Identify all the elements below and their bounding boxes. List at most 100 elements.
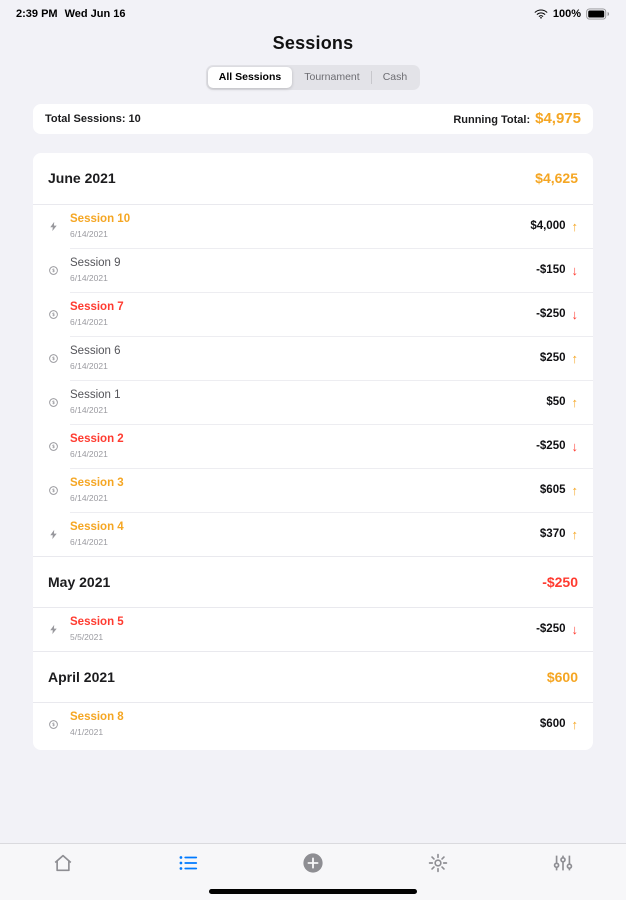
add-session-tab[interactable] — [250, 852, 375, 874]
session-name: Session 10 — [70, 213, 131, 226]
session-date: 6/14/2021 — [70, 404, 108, 415]
battery-percent: 100% — [552, 8, 581, 20]
sessions-tab[interactable] — [125, 852, 250, 874]
session-amount: -$250 — [536, 623, 566, 635]
session-row[interactable]: Session 8 4/1/2021 $600 ↑ — [33, 703, 593, 746]
session-amount: $4,000 — [530, 220, 566, 232]
segment-all-sessions[interactable]: All Sessions — [207, 67, 293, 88]
settings-tab[interactable] — [376, 852, 501, 874]
session-date: 6/14/2021 — [70, 448, 108, 459]
segmented-control: All Sessions Tournament Cash — [205, 65, 421, 90]
session-amount: $370 — [539, 528, 566, 540]
session-name: Session 8 — [70, 711, 124, 724]
down-arrow-icon: ↓ — [571, 306, 579, 322]
home-tab[interactable] — [0, 852, 125, 874]
coin-icon — [48, 352, 61, 365]
up-arrow-icon: ↑ — [571, 350, 579, 366]
month-total: -$250 — [542, 573, 578, 590]
up-arrow-icon: ↑ — [571, 482, 579, 498]
row-divider — [70, 335, 593, 337]
total-sessions-label: Total Sessions: 10 — [45, 112, 141, 125]
home-icon — [52, 852, 74, 874]
session-row[interactable]: Session 5 5/5/2021 -$250 ↓ — [33, 608, 593, 651]
session-date: 6/14/2021 — [70, 316, 108, 327]
page-title: Sessions — [272, 33, 354, 53]
segment-separator — [370, 71, 372, 84]
session-name: Session 1 — [70, 389, 121, 402]
session-row[interactable]: Session 6 6/14/2021 $250 ↑ — [33, 337, 593, 380]
session-amount: -$250 — [536, 440, 566, 452]
session-row[interactable]: Session 7 6/14/2021 -$250 ↓ — [33, 293, 593, 336]
row-divider — [70, 247, 593, 249]
sessions-card: June 2021 $4,625 Session 10 6/14/2021 $4,000… — [33, 152, 593, 750]
month-total: $4,625 — [535, 170, 578, 186]
sliders-icon — [552, 852, 574, 874]
running-total-value: $4,975 — [535, 110, 581, 127]
session-date: 6/14/2021 — [70, 492, 108, 503]
row-divider — [70, 379, 593, 381]
home-indicator[interactable] — [209, 889, 417, 894]
row-divider — [70, 423, 593, 425]
session-date: 6/14/2021 — [70, 272, 108, 283]
session-row[interactable]: Session 9 6/14/2021 -$150 ↓ — [33, 249, 593, 292]
status-bar: 2:39 PM Wed Jun 16 100% — [0, 0, 626, 24]
coin-icon — [48, 718, 61, 731]
session-name: Session 5 — [70, 616, 124, 629]
coin-icon — [48, 440, 61, 453]
session-amount: $50 — [546, 396, 566, 408]
month-label: June 2021 — [48, 170, 116, 186]
session-name: Session 4 — [70, 521, 124, 534]
coin-icon — [48, 484, 61, 497]
month-header: June 2021 $4,625 — [33, 153, 593, 205]
session-name: Session 2 — [70, 433, 124, 446]
session-amount: -$250 — [536, 308, 566, 320]
battery-icon — [586, 8, 610, 20]
session-row[interactable]: Session 3 6/14/2021 $605 ↑ — [33, 469, 593, 512]
row-divider — [70, 291, 593, 293]
session-row[interactable]: Session 4 6/14/2021 $370 ↑ — [33, 513, 593, 556]
down-arrow-icon: ↓ — [571, 621, 579, 637]
status-date: Wed Jun 16 — [64, 8, 126, 20]
status-time: 2:39 PM — [16, 8, 58, 20]
session-amount: $250 — [539, 352, 566, 364]
bolt-icon — [48, 220, 61, 233]
gear-icon — [427, 852, 449, 874]
session-row[interactable]: Session 2 6/14/2021 -$250 ↓ — [33, 425, 593, 468]
down-arrow-icon: ↓ — [571, 438, 579, 454]
down-arrow-icon: ↓ — [571, 262, 579, 278]
coin-icon — [48, 264, 61, 277]
session-date: 6/14/2021 — [70, 536, 108, 547]
month-header: May 2021 -$250 — [33, 555, 593, 608]
session-row[interactable]: Session 10 6/14/2021 $4,000 ↑ — [33, 205, 593, 248]
session-amount: $605 — [539, 484, 566, 496]
session-date: 6/14/2021 — [70, 228, 108, 239]
list-icon — [177, 852, 199, 874]
session-name: Session 6 — [70, 345, 121, 358]
month-header: April 2021 $600 — [33, 650, 593, 703]
month-total: $600 — [546, 668, 578, 685]
session-name: Session 3 — [70, 477, 124, 490]
coin-icon — [48, 308, 61, 321]
session-amount: -$150 — [536, 264, 566, 276]
plus-circle-icon — [302, 852, 324, 874]
coin-icon — [48, 396, 61, 409]
up-arrow-icon: ↑ — [571, 394, 579, 410]
session-name: Session 9 — [70, 257, 121, 270]
session-date: 4/1/2021 — [70, 726, 104, 737]
up-arrow-icon: ↑ — [571, 526, 579, 542]
bolt-icon — [48, 623, 61, 636]
row-divider — [70, 511, 593, 513]
segment-tournament[interactable]: Tournament — [293, 67, 370, 88]
summary-bar: Total Sessions: 10 Running Total: $4,975 — [33, 103, 593, 134]
up-arrow-icon: ↑ — [571, 716, 579, 732]
wifi-icon — [534, 9, 548, 19]
segment-cash[interactable]: Cash — [372, 67, 419, 88]
session-row[interactable]: Session 1 6/14/2021 $50 ↑ — [33, 381, 593, 424]
session-date: 6/14/2021 — [70, 360, 108, 371]
session-name: Session 7 — [70, 301, 124, 314]
filters-tab[interactable] — [501, 852, 626, 874]
session-amount: $600 — [539, 718, 566, 730]
running-total-label: Running Total: — [453, 114, 531, 126]
session-date: 5/5/2021 — [70, 631, 104, 642]
